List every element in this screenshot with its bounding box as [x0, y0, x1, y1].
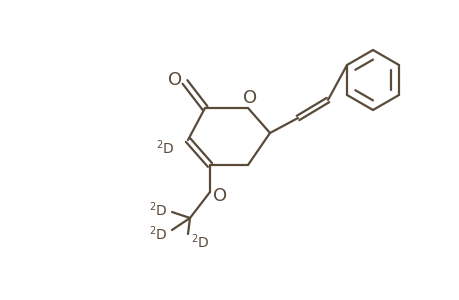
Text: $^{2}$D: $^{2}$D — [190, 233, 209, 251]
Text: O: O — [213, 187, 227, 205]
Text: $^{2}$D: $^{2}$D — [148, 225, 167, 243]
Text: O: O — [168, 71, 182, 89]
Text: $^{2}$D: $^{2}$D — [155, 139, 174, 157]
Text: O: O — [242, 89, 257, 107]
Text: $^{2}$D: $^{2}$D — [148, 201, 167, 219]
